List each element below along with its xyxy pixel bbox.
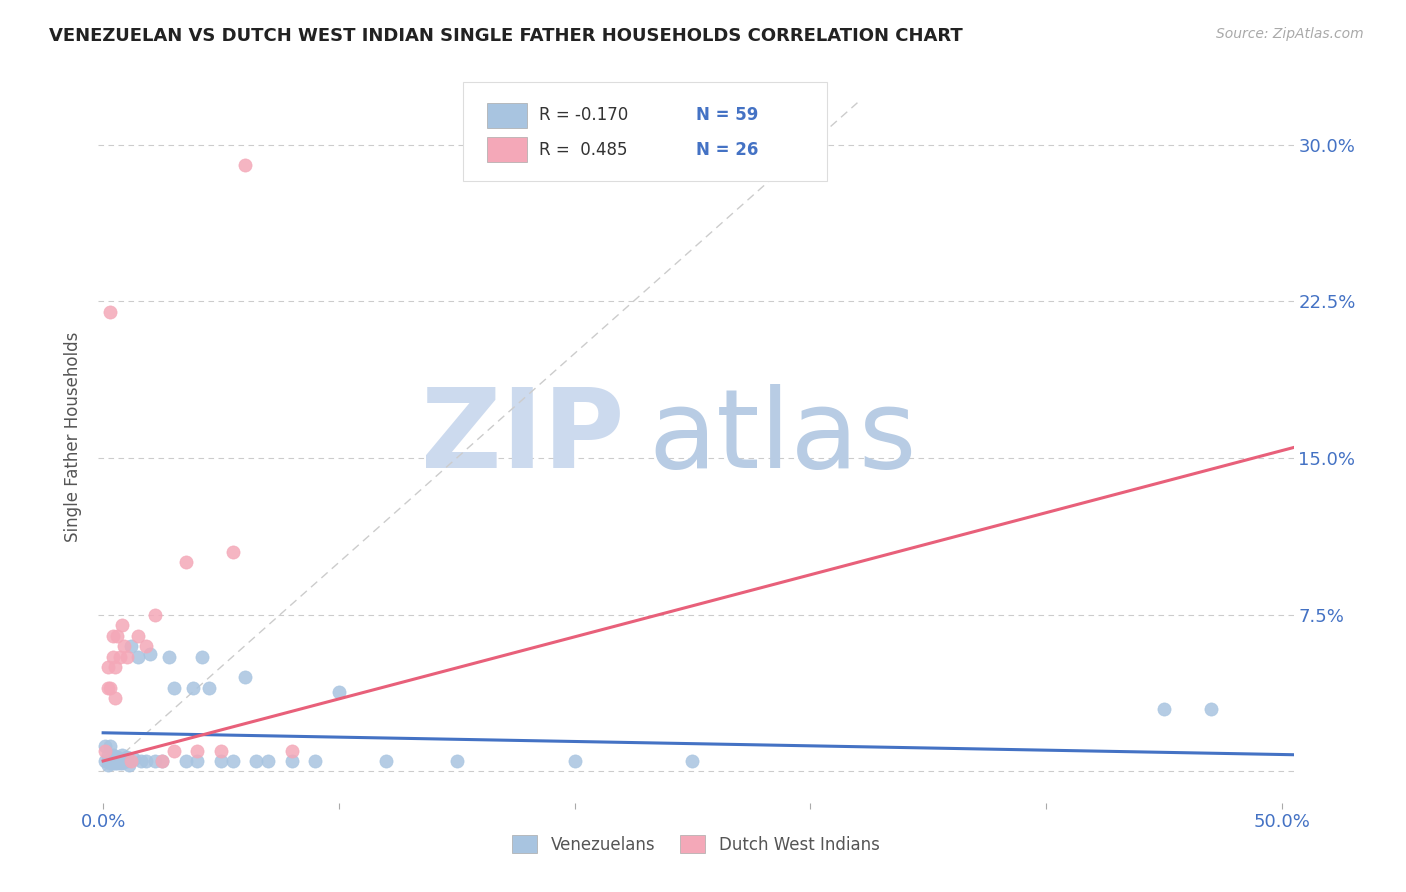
- Point: [115, 749, 138, 764]
- Point: [94, 754, 117, 768]
- Text: VENEZUELAN VS DUTCH WEST INDIAN SINGLE FATHER HOUSEHOLDS CORRELATION CHART: VENEZUELAN VS DUTCH WEST INDIAN SINGLE F…: [49, 27, 963, 45]
- Point: [143, 754, 166, 768]
- Point: [115, 754, 138, 768]
- Point: [174, 754, 197, 768]
- Point: [101, 629, 124, 643]
- Point: [128, 629, 150, 643]
- Point: [98, 752, 121, 766]
- Point: [104, 756, 127, 770]
- Point: [120, 754, 142, 768]
- Point: [375, 754, 398, 768]
- Point: [120, 639, 142, 653]
- Point: [108, 754, 131, 768]
- FancyBboxPatch shape: [486, 103, 527, 128]
- Point: [118, 758, 141, 772]
- Point: [101, 754, 124, 768]
- Text: R =  0.485: R = 0.485: [540, 141, 628, 159]
- Point: [105, 756, 128, 770]
- Point: [304, 754, 326, 768]
- Point: [564, 754, 586, 768]
- Point: [94, 739, 117, 754]
- Point: [108, 756, 131, 770]
- Point: [143, 607, 166, 622]
- Point: [181, 681, 204, 695]
- Text: R = -0.170: R = -0.170: [540, 106, 628, 124]
- Point: [163, 681, 186, 695]
- Point: [104, 752, 127, 766]
- Point: [174, 556, 197, 570]
- Point: [104, 749, 127, 764]
- Point: [105, 754, 128, 768]
- Point: [135, 754, 157, 768]
- Point: [135, 639, 157, 653]
- Point: [111, 618, 134, 632]
- Point: [1199, 702, 1222, 716]
- Point: [681, 754, 703, 768]
- Point: [98, 681, 121, 695]
- Point: [97, 660, 120, 674]
- Text: N = 59: N = 59: [696, 106, 758, 124]
- Point: [105, 749, 128, 764]
- Point: [101, 747, 124, 762]
- Point: [139, 648, 162, 662]
- Point: [97, 681, 120, 695]
- FancyBboxPatch shape: [463, 82, 827, 181]
- Point: [98, 739, 121, 754]
- Point: [129, 754, 152, 768]
- Point: [150, 754, 173, 768]
- Text: N = 26: N = 26: [696, 141, 758, 159]
- Text: atlas: atlas: [648, 384, 917, 491]
- Text: Source: ZipAtlas.com: Source: ZipAtlas.com: [1216, 27, 1364, 41]
- Point: [105, 629, 128, 643]
- Point: [233, 670, 256, 684]
- Point: [108, 649, 131, 664]
- Point: [104, 754, 127, 768]
- Point: [257, 754, 280, 768]
- Point: [111, 756, 134, 770]
- Point: [97, 758, 120, 772]
- Point: [1153, 702, 1175, 716]
- Point: [98, 754, 121, 768]
- Point: [209, 754, 232, 768]
- Point: [94, 743, 117, 757]
- Point: [209, 743, 232, 757]
- Point: [446, 754, 468, 768]
- Point: [222, 754, 245, 768]
- Point: [104, 691, 127, 706]
- Point: [98, 756, 121, 770]
- Point: [157, 649, 180, 664]
- Point: [328, 685, 350, 699]
- Point: [233, 158, 256, 172]
- Point: [128, 649, 150, 664]
- Point: [97, 754, 120, 768]
- Legend: Venezuelans, Dutch West Indians: Venezuelans, Dutch West Indians: [506, 829, 886, 860]
- Point: [280, 743, 302, 757]
- Point: [104, 754, 127, 768]
- Text: ZIP: ZIP: [420, 384, 624, 491]
- Point: [111, 747, 134, 762]
- Point: [112, 752, 135, 766]
- Point: [122, 752, 145, 766]
- Point: [108, 752, 131, 766]
- Point: [198, 681, 221, 695]
- Point: [280, 754, 302, 768]
- Point: [186, 754, 208, 768]
- Point: [115, 649, 138, 664]
- Point: [186, 743, 208, 757]
- Point: [112, 639, 135, 653]
- Point: [101, 649, 124, 664]
- Y-axis label: Single Father Households: Single Father Households: [65, 332, 83, 542]
- Point: [101, 754, 124, 768]
- Point: [150, 754, 173, 768]
- Point: [98, 304, 121, 318]
- FancyBboxPatch shape: [486, 137, 527, 162]
- Point: [104, 660, 127, 674]
- Point: [97, 747, 120, 762]
- Point: [163, 743, 186, 757]
- Point: [191, 649, 214, 664]
- Point: [222, 545, 245, 559]
- Point: [245, 754, 267, 768]
- Point: [101, 756, 124, 770]
